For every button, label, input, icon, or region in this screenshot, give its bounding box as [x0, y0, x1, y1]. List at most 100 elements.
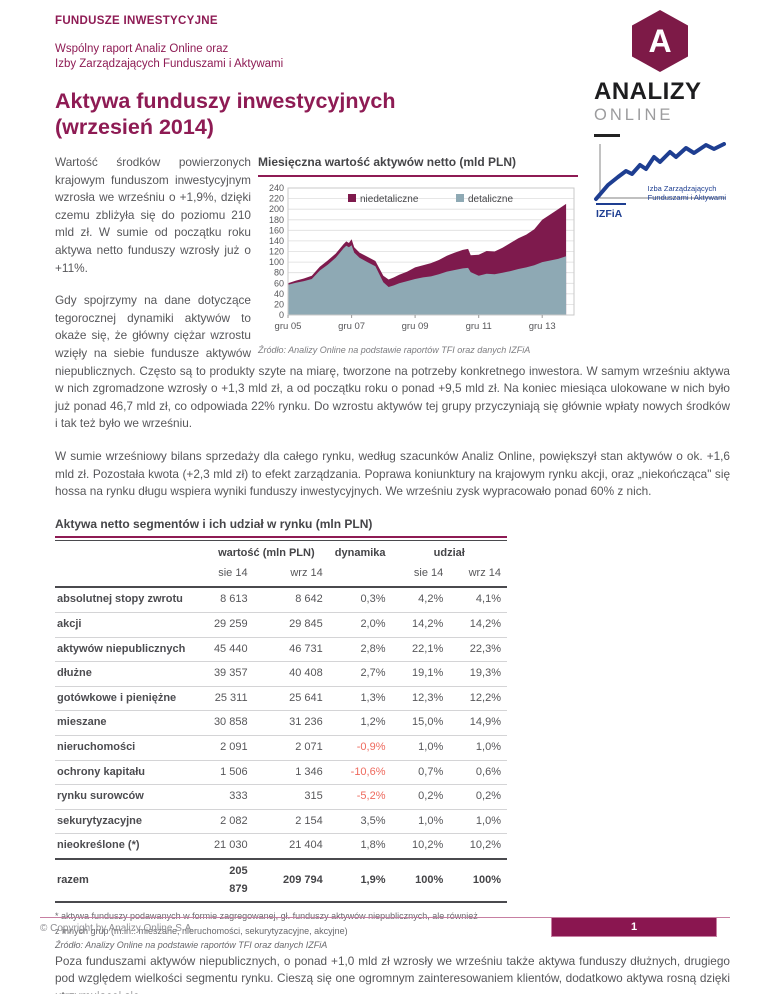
total-dynamics: 1,9% [328, 857, 392, 904]
svg-text:140: 140 [269, 235, 284, 245]
table-cell: akcji [55, 612, 204, 638]
table-row: ochrony kapitału 1 506 1 346 -10,6% 0,7% 0,6% [55, 760, 507, 786]
svg-text:gru 07: gru 07 [338, 321, 365, 332]
segments-table-body: absolutnej stopy zwrotu 8 613 8 642 0,3% 4,2… [55, 587, 507, 860]
table-cell: 1,0% [391, 809, 450, 835]
footnote-line-2: z innych grup (m.in.: mieszane, nierucho… [55, 925, 348, 936]
table-cell: 4,1% [449, 587, 507, 614]
table-cell: 2 091 [203, 735, 254, 761]
table-row: sekurytyzacyjne 2 082 2 154 3,5% 1,0% 1,0% [55, 809, 507, 835]
segments-table-total: razem 205 879 209 794 1,9% 100% 100% [55, 857, 507, 904]
total-share-prev: 100% [391, 857, 450, 904]
svg-text:gru 13: gru 13 [529, 321, 556, 332]
paragraph-3: W sumie wrześniowy bilans sprzedaży dla … [55, 448, 730, 499]
table-row: nieruchomości 2 091 2 071 -0,9% 1,0% 1,0% [55, 735, 507, 761]
paragraph-4: Poza funduszami aktywów niepublicznych, … [55, 953, 730, 994]
page-title: Aktywa funduszy inwestycyjnych (wrzesień… [55, 88, 730, 140]
subtitle-line-1: Wspólny raport Analiz Online oraz [55, 43, 229, 55]
table-row: absolutnej stopy zwrotu 8 613 8 642 0,3% 4,2… [55, 587, 507, 614]
svg-text:40: 40 [274, 288, 284, 298]
segments-table-block: Aktywa netto segmentów i ich udział w ry… [55, 516, 507, 953]
svg-text:gru 11: gru 11 [466, 321, 492, 332]
svg-text:220: 220 [269, 193, 284, 203]
segments-table: wartość (mln PLN) dynamika udział sie 14… [55, 540, 507, 904]
page-header: FUNDUSZE INWESTYCYJNE Wspólny raport Ana… [55, 0, 730, 140]
table-cell: 10,2% [391, 833, 450, 860]
col-group-share: udział [433, 547, 465, 560]
table-cell: 1,0% [391, 735, 450, 761]
table-cell: 2 071 [253, 735, 329, 761]
svg-text:20: 20 [274, 299, 284, 309]
table-cell: -10,6% [328, 760, 392, 786]
table-cell: 19,1% [391, 661, 450, 687]
total-value-curr: 209 794 [253, 857, 329, 904]
table-row: mieszane 30 858 31 236 1,2% 15,0% 14,9% [55, 710, 507, 737]
svg-text:gru 05: gru 05 [275, 321, 302, 332]
total-share-curr: 100% [449, 857, 507, 904]
table-cell: 2,7% [328, 661, 392, 687]
table-cell: mieszane [55, 710, 204, 737]
segments-table-head: wartość (mln PLN) dynamika udział sie 14… [55, 541, 507, 588]
table-cell: 19,3% [449, 661, 507, 687]
table-cell: 46 731 [253, 637, 329, 663]
net-assets-chart-figure: Miesięczna wartość aktywów netto (mld PL… [258, 154, 578, 356]
table-cell: 8 613 [203, 587, 254, 614]
svg-text:200: 200 [269, 204, 284, 214]
col-share-curr: wrz 14 [468, 566, 501, 579]
table-cell: 8 642 [253, 587, 329, 614]
table-cell: 22,1% [391, 637, 450, 663]
svg-text:180: 180 [269, 214, 284, 224]
page-number-badge: 1 [551, 918, 717, 937]
table-cell: 1 346 [253, 760, 329, 786]
table-cell: 40 408 [253, 661, 329, 687]
table-row: aktywów niepublicznych 45 440 46 731 2,8% 22… [55, 637, 507, 663]
table-cell: 21 404 [253, 833, 329, 860]
table-cell: 1,2% [328, 710, 392, 737]
table-cell: 12,2% [449, 686, 507, 712]
table-cell: gotówkowe i pieniężne [55, 686, 204, 712]
table-cell: 1 506 [203, 760, 254, 786]
table-cell: 29 259 [203, 612, 254, 638]
table-cell: 29 845 [253, 612, 329, 638]
table-cell: 2 154 [253, 809, 329, 835]
table-cell: 15,0% [391, 710, 450, 737]
subtitle-line-2: Izby Zarządzających Funduszami i Aktywam… [55, 58, 284, 70]
table-row: akcji 29 259 29 845 2,0% 14,2% 14,2% [55, 612, 507, 638]
izfia-line-chart-icon [594, 142, 726, 201]
table-cell: ochrony kapitału [55, 760, 204, 786]
table-cell: 2,0% [328, 612, 392, 638]
table-row: gotówkowe i pieniężne 25 311 25 641 1,3% 12,… [55, 686, 507, 712]
svg-text:60: 60 [274, 278, 284, 288]
title-line-1: Aktywa funduszy inwestycyjnych [55, 89, 396, 113]
table-group-header-row: wartość (mln PLN) dynamika udział [55, 541, 507, 564]
table-cell: 14,2% [391, 612, 450, 638]
table-cell: 10,2% [449, 833, 507, 860]
table-cell: nieruchomości [55, 735, 204, 761]
table-cell: rynku surowców [55, 784, 204, 810]
page-footer: © Copyright by Analizy Online S.A. 1 [40, 917, 730, 942]
hexagon-monogram-icon: A [632, 10, 688, 72]
svg-text:80: 80 [274, 267, 284, 277]
col-group-dynamics: dynamika [334, 547, 386, 560]
table-cell: -0,9% [328, 735, 392, 761]
table-cell: 14,2% [449, 612, 507, 638]
table-cell: sekurytyzacyjne [55, 809, 204, 835]
table-cell: 25 311 [203, 686, 254, 712]
table-row: dłużne 39 357 40 408 2,7% 19,1% 19,3% [55, 661, 507, 687]
total-row: razem 205 879 209 794 1,9% 100% 100% [55, 857, 507, 904]
chart-and-logo-strip: Miesięczna wartość aktywów netto (mld PL… [258, 142, 730, 356]
svg-text:160: 160 [269, 225, 284, 235]
table-cell: 31 236 [253, 710, 329, 737]
table-cell: 1,3% [328, 686, 392, 712]
col-group-value: wartość (mln PLN) [218, 547, 315, 560]
col-value-prev: sie 14 [218, 566, 248, 579]
table-cell: 14,9% [449, 710, 507, 737]
table-row: rynku surowców 333 315 -5,2% 0,2% 0,2% [55, 784, 507, 810]
izfia-abbreviation: IZFiA [596, 203, 627, 224]
total-value-prev: 205 879 [203, 857, 254, 904]
svg-text:niedetaliczne: niedetaliczne [360, 194, 419, 205]
table-cell: -5,2% [328, 784, 392, 810]
svg-text:100: 100 [269, 257, 284, 267]
paragraph-1: Wartość środków powierzonych krajowym fu… [55, 155, 251, 275]
table-cell: absolutnej stopy zwrotu [55, 587, 204, 614]
